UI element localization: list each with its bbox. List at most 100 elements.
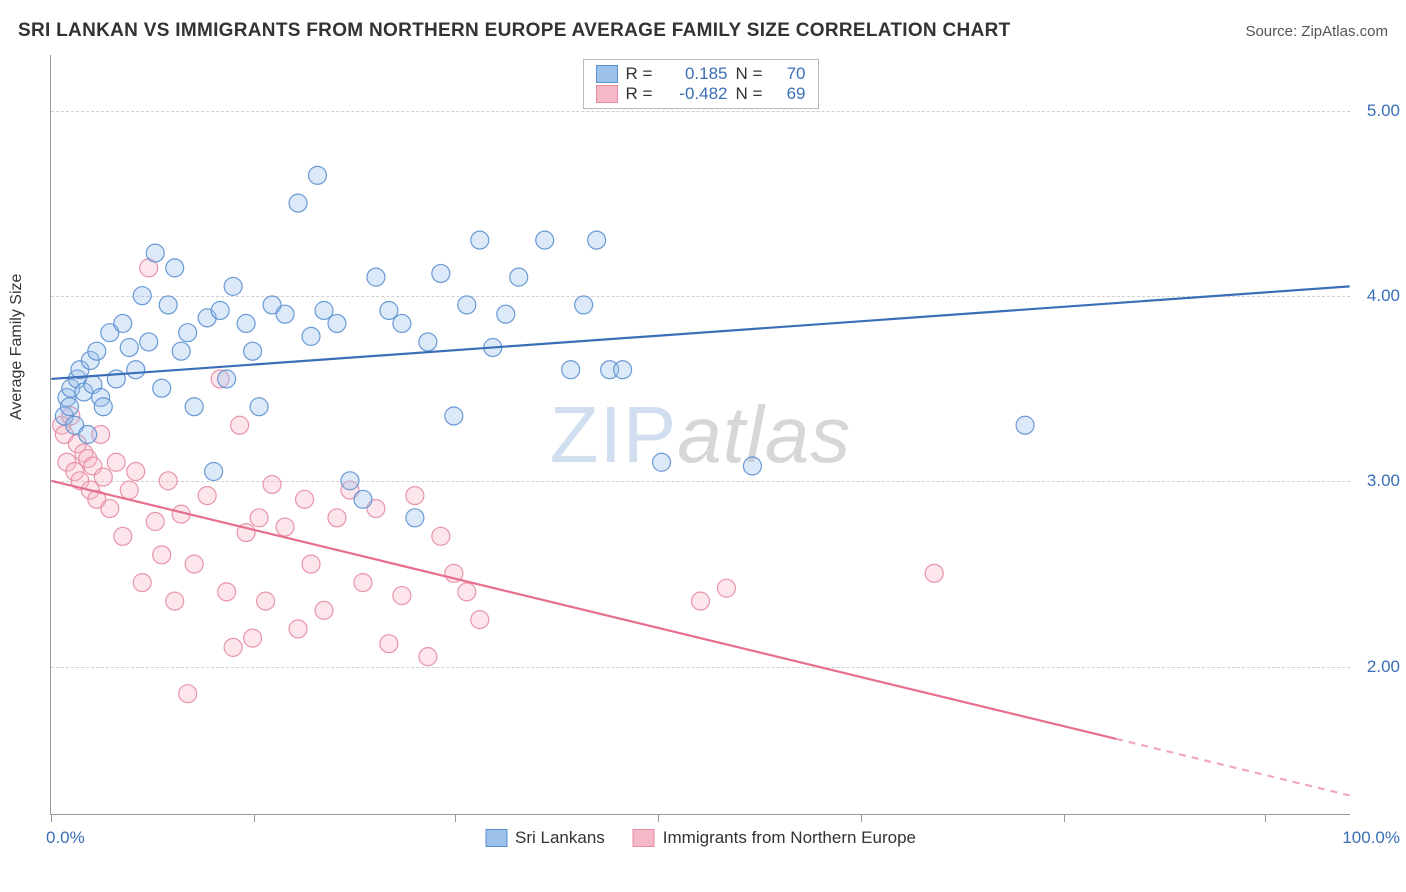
- x-tick: [658, 814, 659, 822]
- scatter-point: [302, 327, 320, 345]
- legend-n-label: N =: [736, 84, 768, 104]
- scatter-point: [458, 296, 476, 314]
- scatter-point: [244, 629, 262, 647]
- legend-n-blue: 70: [776, 64, 806, 84]
- scatter-point: [257, 592, 275, 610]
- y-tick-label: 4.00: [1355, 286, 1400, 306]
- y-tick-label: 5.00: [1355, 101, 1400, 121]
- scatter-point: [185, 398, 203, 416]
- scatter-point: [120, 339, 138, 357]
- legend-item-blue: Sri Lankans: [485, 828, 605, 848]
- scatter-point: [562, 361, 580, 379]
- scatter-point: [146, 513, 164, 531]
- scatter-point: [61, 398, 79, 416]
- scatter-point: [393, 314, 411, 332]
- scatter-point: [79, 426, 97, 444]
- legend-row-pink: R = -0.482 N = 69: [596, 84, 806, 104]
- legend-r-blue: 0.185: [666, 64, 728, 84]
- scatter-point: [432, 527, 450, 545]
- scatter-point: [166, 259, 184, 277]
- scatter-point: [211, 301, 229, 319]
- legend-r-pink: -0.482: [666, 84, 728, 104]
- x-tick: [1064, 814, 1065, 822]
- x-tick: [455, 814, 456, 822]
- scatter-point: [367, 268, 385, 286]
- scatter-point: [185, 555, 203, 573]
- scatter-point: [419, 333, 437, 351]
- scatter-point: [575, 296, 593, 314]
- scatter-point: [315, 601, 333, 619]
- chart-title: SRI LANKAN VS IMMIGRANTS FROM NORTHERN E…: [18, 20, 1011, 42]
- scatter-point: [588, 231, 606, 249]
- legend-r-label: R =: [626, 84, 658, 104]
- scatter-point: [653, 453, 671, 471]
- scatter-point: [328, 314, 346, 332]
- scatter-point: [341, 472, 359, 490]
- scatter-point: [133, 574, 151, 592]
- scatter-point: [140, 333, 158, 351]
- scatter-point: [471, 231, 489, 249]
- legend-label-pink: Immigrants from Northern Europe: [663, 828, 916, 848]
- scatter-point: [88, 342, 106, 360]
- x-axis-max-label: 100.0%: [1342, 828, 1400, 848]
- scatter-point: [231, 416, 249, 434]
- scatter-point: [237, 314, 255, 332]
- x-tick: [1265, 814, 1266, 822]
- scatter-point: [296, 490, 314, 508]
- legend-row-blue: R = 0.185 N = 70: [596, 64, 806, 84]
- scatter-point: [179, 324, 197, 342]
- scatter-point: [743, 457, 761, 475]
- scatter-point: [120, 481, 138, 499]
- scatter-point: [127, 361, 145, 379]
- scatter-point: [159, 296, 177, 314]
- scatter-point: [244, 342, 262, 360]
- scatter-point: [94, 398, 112, 416]
- scatter-point: [263, 475, 281, 493]
- scatter-point: [146, 244, 164, 262]
- y-tick-label: 2.00: [1355, 657, 1400, 677]
- scatter-point: [458, 583, 476, 601]
- scatter-point: [107, 453, 125, 471]
- legend-r-label: R =: [626, 64, 658, 84]
- scatter-point: [224, 638, 242, 656]
- scatter-point: [218, 370, 236, 388]
- scatter-point: [717, 579, 735, 597]
- scatter-point: [276, 518, 294, 536]
- scatter-point: [205, 463, 223, 481]
- scatter-point: [925, 564, 943, 582]
- scatter-point: [309, 166, 327, 184]
- scatter-point: [380, 635, 398, 653]
- legend-swatch-blue-icon: [485, 829, 507, 847]
- x-tick: [254, 814, 255, 822]
- scatter-point: [419, 648, 437, 666]
- scatter-point: [114, 314, 132, 332]
- scatter-point: [114, 527, 132, 545]
- scatter-point: [166, 592, 184, 610]
- scatter-point: [276, 305, 294, 323]
- scatter-point: [224, 277, 242, 295]
- y-tick-label: 3.00: [1355, 471, 1400, 491]
- scatter-point: [328, 509, 346, 527]
- scatter-point: [94, 468, 112, 486]
- scatter-point: [179, 685, 197, 703]
- scatter-point: [406, 487, 424, 505]
- title-bar: SRI LANKAN VS IMMIGRANTS FROM NORTHERN E…: [18, 20, 1388, 42]
- legend-n-pink: 69: [776, 84, 806, 104]
- chart-svg: [51, 55, 1350, 814]
- scatter-point: [302, 555, 320, 573]
- correlation-legend: R = 0.185 N = 70 R = -0.482 N = 69: [583, 59, 819, 109]
- legend-label-blue: Sri Lankans: [515, 828, 605, 848]
- plot-area: ZIPatlas 2.003.004.005.00 0.0% 100.0% R …: [50, 55, 1350, 815]
- scatter-point: [250, 398, 268, 416]
- source-label: Source: ZipAtlas.com: [1245, 23, 1388, 40]
- scatter-point: [107, 370, 125, 388]
- scatter-point: [153, 546, 171, 564]
- scatter-point: [1016, 416, 1034, 434]
- scatter-point: [510, 268, 528, 286]
- y-axis-label: Average Family Size: [8, 274, 26, 420]
- scatter-point: [133, 287, 151, 305]
- scatter-point: [445, 407, 463, 425]
- scatter-point: [159, 472, 177, 490]
- x-tick: [51, 814, 52, 822]
- scatter-point: [614, 361, 632, 379]
